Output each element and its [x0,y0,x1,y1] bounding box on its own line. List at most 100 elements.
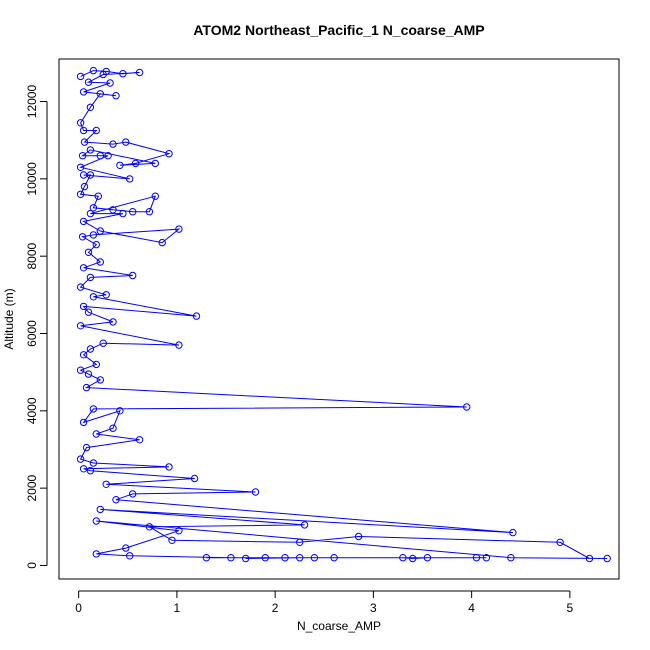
x-tick-label: 4 [468,601,475,615]
data-point [79,126,88,135]
data-point [165,463,173,471]
data-point [165,150,173,158]
x-tick-label: 3 [370,601,377,615]
x-axis-label: N_coarse_AMP [297,619,381,633]
data-point [109,140,117,148]
data-point [354,532,363,541]
data-point [126,175,134,183]
y-tick-label: 2000 [25,474,39,501]
data-point [129,271,137,280]
data-point [112,496,120,504]
data-point [104,152,112,160]
data-point [86,171,95,179]
x-tick-label: 5 [567,601,574,615]
data-point [92,360,101,369]
data-point [79,217,88,226]
data-point [86,467,95,475]
data-point [89,293,98,301]
data-point [175,527,183,535]
data-point [296,538,304,546]
data-point [80,182,89,191]
data-point [116,407,124,415]
data-point [251,488,260,496]
data-point [122,544,130,552]
data-point [129,208,137,216]
data-point [96,227,105,235]
y-axis-label: Altitude (m) [2,288,16,349]
data-point [585,554,594,563]
data-point [76,322,85,330]
data-point [76,163,85,172]
data-point [96,258,105,266]
data-point [281,554,289,562]
data-point [82,383,91,392]
data-point [119,70,127,78]
data-point [507,554,515,562]
data-point [119,209,127,218]
data-point [76,72,85,81]
data-point [92,126,101,135]
data-point [78,152,87,160]
data-point [310,554,319,562]
data-point [89,66,98,75]
x-axis: 0 1 2 3 4 5 [75,590,574,615]
data-point [94,192,103,200]
data-point [76,119,85,127]
data-point [79,465,88,473]
data-point [86,345,95,353]
data-point [116,161,124,170]
data-point [76,190,85,199]
data-point [102,291,110,299]
data-point [82,443,91,452]
data-point [151,159,160,168]
data-point [99,70,107,79]
data-point [330,554,338,562]
y-tick-label: 8000 [25,243,39,270]
data-point [158,238,166,247]
x-tick-label: 2 [272,601,279,615]
data-point [603,554,611,563]
data-point [78,233,87,241]
data-point [76,455,85,463]
x-tick-label: 1 [174,601,181,615]
data-point [463,403,471,411]
data-point [84,78,93,86]
data-point [79,302,88,311]
data-point [227,554,235,562]
data-point [79,264,88,272]
data-point [86,273,95,282]
data-point [300,521,309,529]
data-point [106,79,114,87]
data-point [102,480,110,488]
x-tick-label: 0 [75,601,82,615]
y-tick-label: 6000 [25,320,39,347]
data-point [84,308,93,316]
data-point [135,436,144,444]
data-point [472,554,481,562]
data-point [86,146,95,154]
data-point [96,152,105,160]
data-point [76,283,85,291]
data-point [145,208,154,216]
y-tick-label: 12000 [25,85,39,119]
data-point [80,138,89,146]
data-point [92,517,101,525]
data-point [76,366,85,374]
data-point [556,538,564,546]
data-point [112,92,120,100]
data-point [109,424,117,432]
data-point [175,225,183,233]
y-tick-label: 10000 [25,162,39,196]
data-point [92,550,101,558]
y-tick-label: 0 [25,562,39,569]
data-point [89,405,98,413]
data-point [86,209,95,218]
data-point [92,430,101,438]
data-point [151,192,160,200]
data-point [202,554,211,562]
data-point [296,554,304,562]
data-point [423,554,432,562]
data-point [129,490,137,498]
data-point [482,554,491,562]
